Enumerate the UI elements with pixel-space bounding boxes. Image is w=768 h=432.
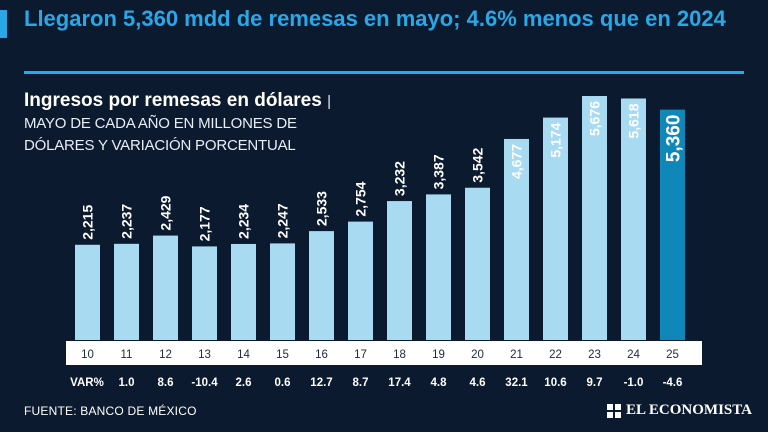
variation-14: 2.6 [236, 377, 252, 389]
chart-title: Ingresos por remesas en dólares [24, 90, 322, 111]
year-label-13: 13 [198, 349, 211, 361]
bar-10 [75, 244, 100, 340]
bar-24 [621, 98, 646, 340]
bar-22 [543, 117, 568, 340]
year-label-20: 20 [471, 349, 484, 361]
year-label-15: 15 [276, 349, 289, 361]
year-labels: 10 11 12 13 14 15 16 17 18 19 20 21 22 23 24 25 [81, 349, 679, 361]
brand-logo: EL ECONOMISTA [606, 402, 752, 419]
bar-21 [504, 138, 529, 340]
year-axis-band [66, 341, 702, 365]
year-label-17: 17 [354, 349, 367, 361]
bar-19 [426, 194, 451, 340]
year-label-10: 10 [81, 349, 94, 361]
variation-20: 4.6 [470, 377, 486, 389]
year-label-11: 11 [121, 349, 133, 361]
year-label-19: 19 [432, 349, 445, 361]
year-label-12: 12 [159, 349, 172, 361]
variation-17: 8.7 [353, 377, 369, 389]
variation-21: 32.1 [505, 377, 528, 389]
variation-24: -1.0 [624, 377, 644, 389]
bar-value-label-11: 2,237 [119, 204, 135, 239]
variation-23: 9.7 [587, 377, 603, 389]
year-label-23: 23 [588, 349, 601, 361]
bar-20 [465, 187, 490, 340]
bar-23 [582, 96, 607, 340]
chart-title-block: Ingresos por remesas en dólares | MAYO D… [24, 90, 354, 156]
brand-grid-icon [607, 403, 621, 418]
variation-19: 4.8 [431, 377, 448, 389]
bar-value-label-16: 2,533 [314, 191, 330, 226]
year-label-22: 22 [549, 349, 562, 361]
bar-value-label-13: 2,177 [197, 206, 213, 241]
headline: Llegaron 5,360 mdd de remesas en mayo; 4… [24, 6, 726, 31]
bar-value-label-19: 3,387 [431, 154, 447, 189]
year-label-21: 21 [510, 349, 523, 361]
variation-25: -4.6 [663, 377, 683, 389]
headline-accent-bar [0, 10, 7, 38]
variation-12: 8.6 [158, 377, 174, 389]
bar-value-label-14: 2,234 [236, 204, 252, 239]
bar-value-label-24: 5,618 [626, 103, 642, 138]
bar-value-label-25: 5,360 [664, 115, 685, 163]
variation-13: -10.4 [191, 377, 218, 389]
bar-group: 2,215 2,237 2,429 2,177 2,234 2,247 2,533 2,754… [75, 96, 685, 340]
chart-subtitle: | MAYO DE CADA AÑO EN MILLONES DE DÓLARE… [24, 93, 331, 154]
bar-value-label-10: 2,215 [80, 205, 96, 240]
variation-22: 10.6 [544, 377, 566, 389]
year-label-16: 16 [315, 349, 328, 361]
bar-15 [270, 243, 295, 340]
year-label-14: 14 [237, 349, 250, 361]
variation-header: VAR% [70, 377, 104, 389]
bar-value-label-18: 3,232 [392, 161, 408, 196]
year-label-25: 25 [666, 349, 679, 361]
variation-11: 1.0 [119, 377, 135, 389]
bar-value-label-20: 3,542 [470, 147, 486, 182]
bar-13 [192, 246, 217, 340]
variation-16: 12.7 [310, 377, 332, 389]
variation-18: 17.4 [388, 377, 411, 389]
bar-value-label-22: 5,174 [548, 122, 564, 157]
variation-15: 0.6 [275, 377, 291, 389]
bar-chart: 2,215 2,237 2,429 2,177 2,234 2,247 2,533 2,754… [66, 96, 702, 389]
headline-rule [24, 71, 744, 74]
bar-value-label-23: 5,676 [587, 101, 603, 136]
bar-25 [660, 109, 685, 340]
bar-value-label-12: 2,429 [158, 195, 174, 230]
bar-11 [114, 243, 139, 340]
bar-value-label-21: 4,677 [509, 144, 525, 179]
bar-17 [348, 221, 373, 340]
bar-16 [309, 231, 334, 340]
bar-value-label-15: 2,247 [275, 203, 291, 238]
bar-value-label-17: 2,754 [353, 181, 369, 216]
bar-14 [231, 243, 256, 340]
bar-12 [153, 235, 178, 340]
brand-name: EL ECONOMISTA [626, 402, 752, 418]
year-label-24: 24 [627, 349, 640, 361]
variation-row: VAR% 1.0 8.6 -10.4 2.6 0.6 12.7 8.7 17.4 4.8 4.6 32… [70, 377, 682, 389]
source-note: FUENTE: BANCO DE MÉXICO [24, 404, 197, 418]
year-label-18: 18 [393, 349, 406, 361]
bar-18 [387, 201, 412, 340]
